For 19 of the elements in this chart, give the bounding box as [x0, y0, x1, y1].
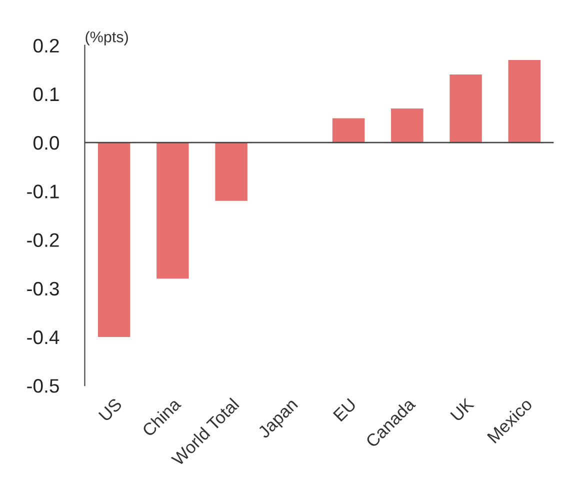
- y-tick-label: 0.0: [33, 136, 59, 150]
- bar: [450, 74, 482, 143]
- bar: [391, 108, 424, 143]
- y-axis-title: (%pts): [86, 31, 128, 46]
- bar: [508, 60, 541, 143]
- bar: [332, 118, 365, 143]
- bar: [98, 142, 130, 337]
- y-tick-label: -0.2: [27, 233, 59, 247]
- bar: [215, 142, 248, 201]
- y-tick-label: -0.3: [27, 282, 59, 296]
- x-tick-label: UK: [450, 397, 475, 422]
- y-tick-label: 0.2: [33, 38, 59, 53]
- y-tick-label: -0.5: [27, 379, 59, 393]
- y-tick-label: -0.1: [27, 184, 59, 198]
- y-tick-label: 0.1: [33, 87, 59, 102]
- x-tick-label: US: [98, 398, 123, 422]
- x-tick-label: EU: [332, 398, 357, 422]
- bar: [156, 142, 189, 279]
- y-tick-label: -0.4: [27, 330, 60, 344]
